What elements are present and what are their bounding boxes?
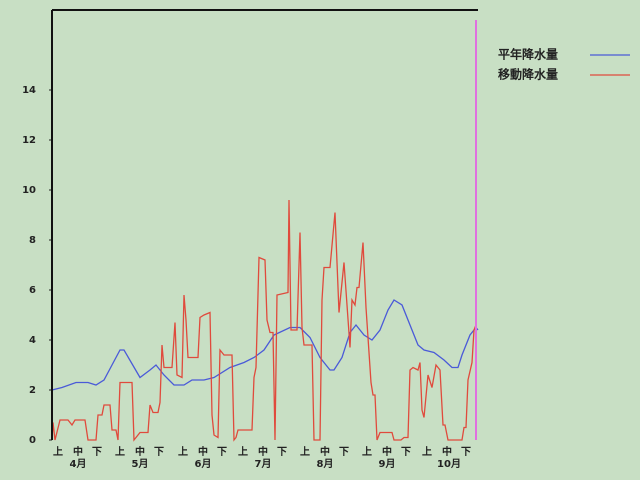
x-tick-label: 上 (115, 445, 125, 458)
series-line (51, 199, 477, 442)
legend-label: 平年降水量 (498, 47, 558, 62)
x-tick-label: 上 (300, 445, 310, 458)
x-tick-label: 上 (238, 445, 248, 458)
month-label: 9月 (379, 458, 396, 470)
y-tick-label: 0 (29, 435, 36, 446)
x-tick-label: 上 (422, 445, 432, 458)
x-tick-label: 下 (401, 446, 411, 458)
month-label: 6月 (195, 458, 212, 470)
x-tick-label: 上 (53, 445, 63, 458)
y-tick-label: 10 (22, 185, 36, 196)
y-tick-label: 6 (29, 285, 36, 296)
x-tick-label: 下 (217, 446, 227, 458)
x-tick-label: 上 (362, 445, 372, 458)
x-tick-label: 上 (178, 445, 188, 458)
y-tick-label: 14 (22, 85, 36, 96)
y-tick-label: 2 (29, 385, 36, 396)
y-tick-label: 12 (22, 135, 36, 146)
x-tick-label: 中 (320, 445, 330, 458)
month-label: 5月 (132, 458, 149, 470)
x-tick-label: 中 (73, 445, 83, 458)
x-tick-label: 中 (198, 445, 208, 458)
series-line (51, 299, 479, 391)
month-label: 4月 (70, 458, 87, 470)
month-label: 7月 (255, 458, 272, 470)
legend-label: 移動降水量 (498, 67, 558, 82)
x-tick-label: 下 (461, 446, 471, 458)
month-label: 10月 (437, 458, 461, 470)
x-tick-label: 中 (442, 445, 452, 458)
x-tick-label: 中 (135, 445, 145, 458)
x-tick-label: 下 (339, 446, 349, 458)
x-tick-label: 中 (258, 445, 268, 458)
x-tick-label: 下 (277, 446, 287, 458)
x-tick-label: 下 (154, 446, 164, 458)
month-label: 8月 (317, 458, 334, 470)
y-tick-label: 4 (29, 335, 36, 346)
x-tick-label: 下 (92, 446, 102, 458)
x-tick-label: 中 (382, 445, 392, 458)
y-tick-label: 8 (29, 235, 36, 246)
